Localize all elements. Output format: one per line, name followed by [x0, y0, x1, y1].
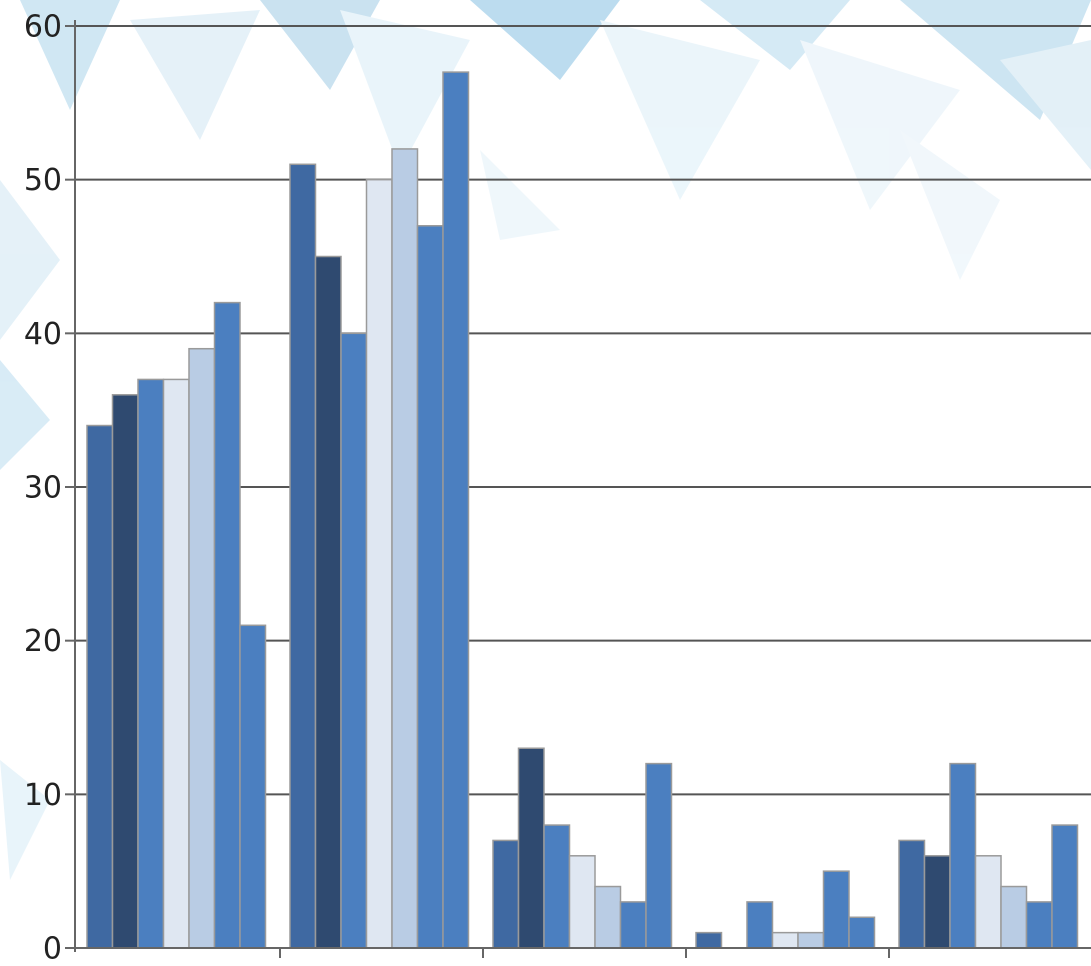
bar — [517, 747, 545, 949]
bar — [442, 71, 470, 949]
bar — [645, 762, 673, 949]
bar — [391, 148, 419, 949]
bar — [746, 901, 774, 949]
bar — [619, 901, 647, 949]
bar — [137, 378, 165, 949]
y-tick-label: 40 — [24, 317, 62, 352]
bar — [949, 762, 977, 949]
y-tick-label: 30 — [24, 471, 62, 506]
bar — [239, 624, 267, 949]
bar — [111, 394, 139, 949]
bar — [416, 225, 444, 949]
bar — [594, 885, 622, 949]
bar — [213, 301, 241, 949]
bar — [365, 178, 393, 949]
bar — [695, 931, 723, 949]
bars — [86, 71, 1079, 949]
bar — [1000, 885, 1028, 949]
grid: 0 10 20 30 40 50 60 — [24, 10, 1091, 966]
bar — [568, 855, 596, 949]
background-decoration — [0, 0, 1091, 880]
bar — [314, 255, 342, 949]
bar — [188, 347, 216, 949]
axes — [74, 20, 1091, 958]
bar — [162, 378, 190, 949]
bar — [771, 931, 799, 949]
bar — [974, 855, 1002, 949]
bar — [492, 839, 520, 949]
bar — [822, 870, 850, 949]
bar — [898, 839, 926, 949]
bar — [1025, 901, 1053, 949]
bar — [543, 824, 571, 949]
y-tick-label: 20 — [24, 624, 62, 659]
bar — [340, 332, 368, 949]
bar — [923, 855, 951, 949]
y-tick-label: 10 — [24, 778, 62, 813]
y-tick-label: 0 — [43, 932, 62, 966]
y-tick-label: 50 — [24, 163, 62, 198]
bar — [848, 916, 876, 949]
bar — [1051, 824, 1079, 949]
bar — [289, 163, 317, 949]
bar — [797, 931, 825, 949]
y-tick-label: 60 — [24, 10, 62, 45]
bar — [86, 424, 114, 949]
